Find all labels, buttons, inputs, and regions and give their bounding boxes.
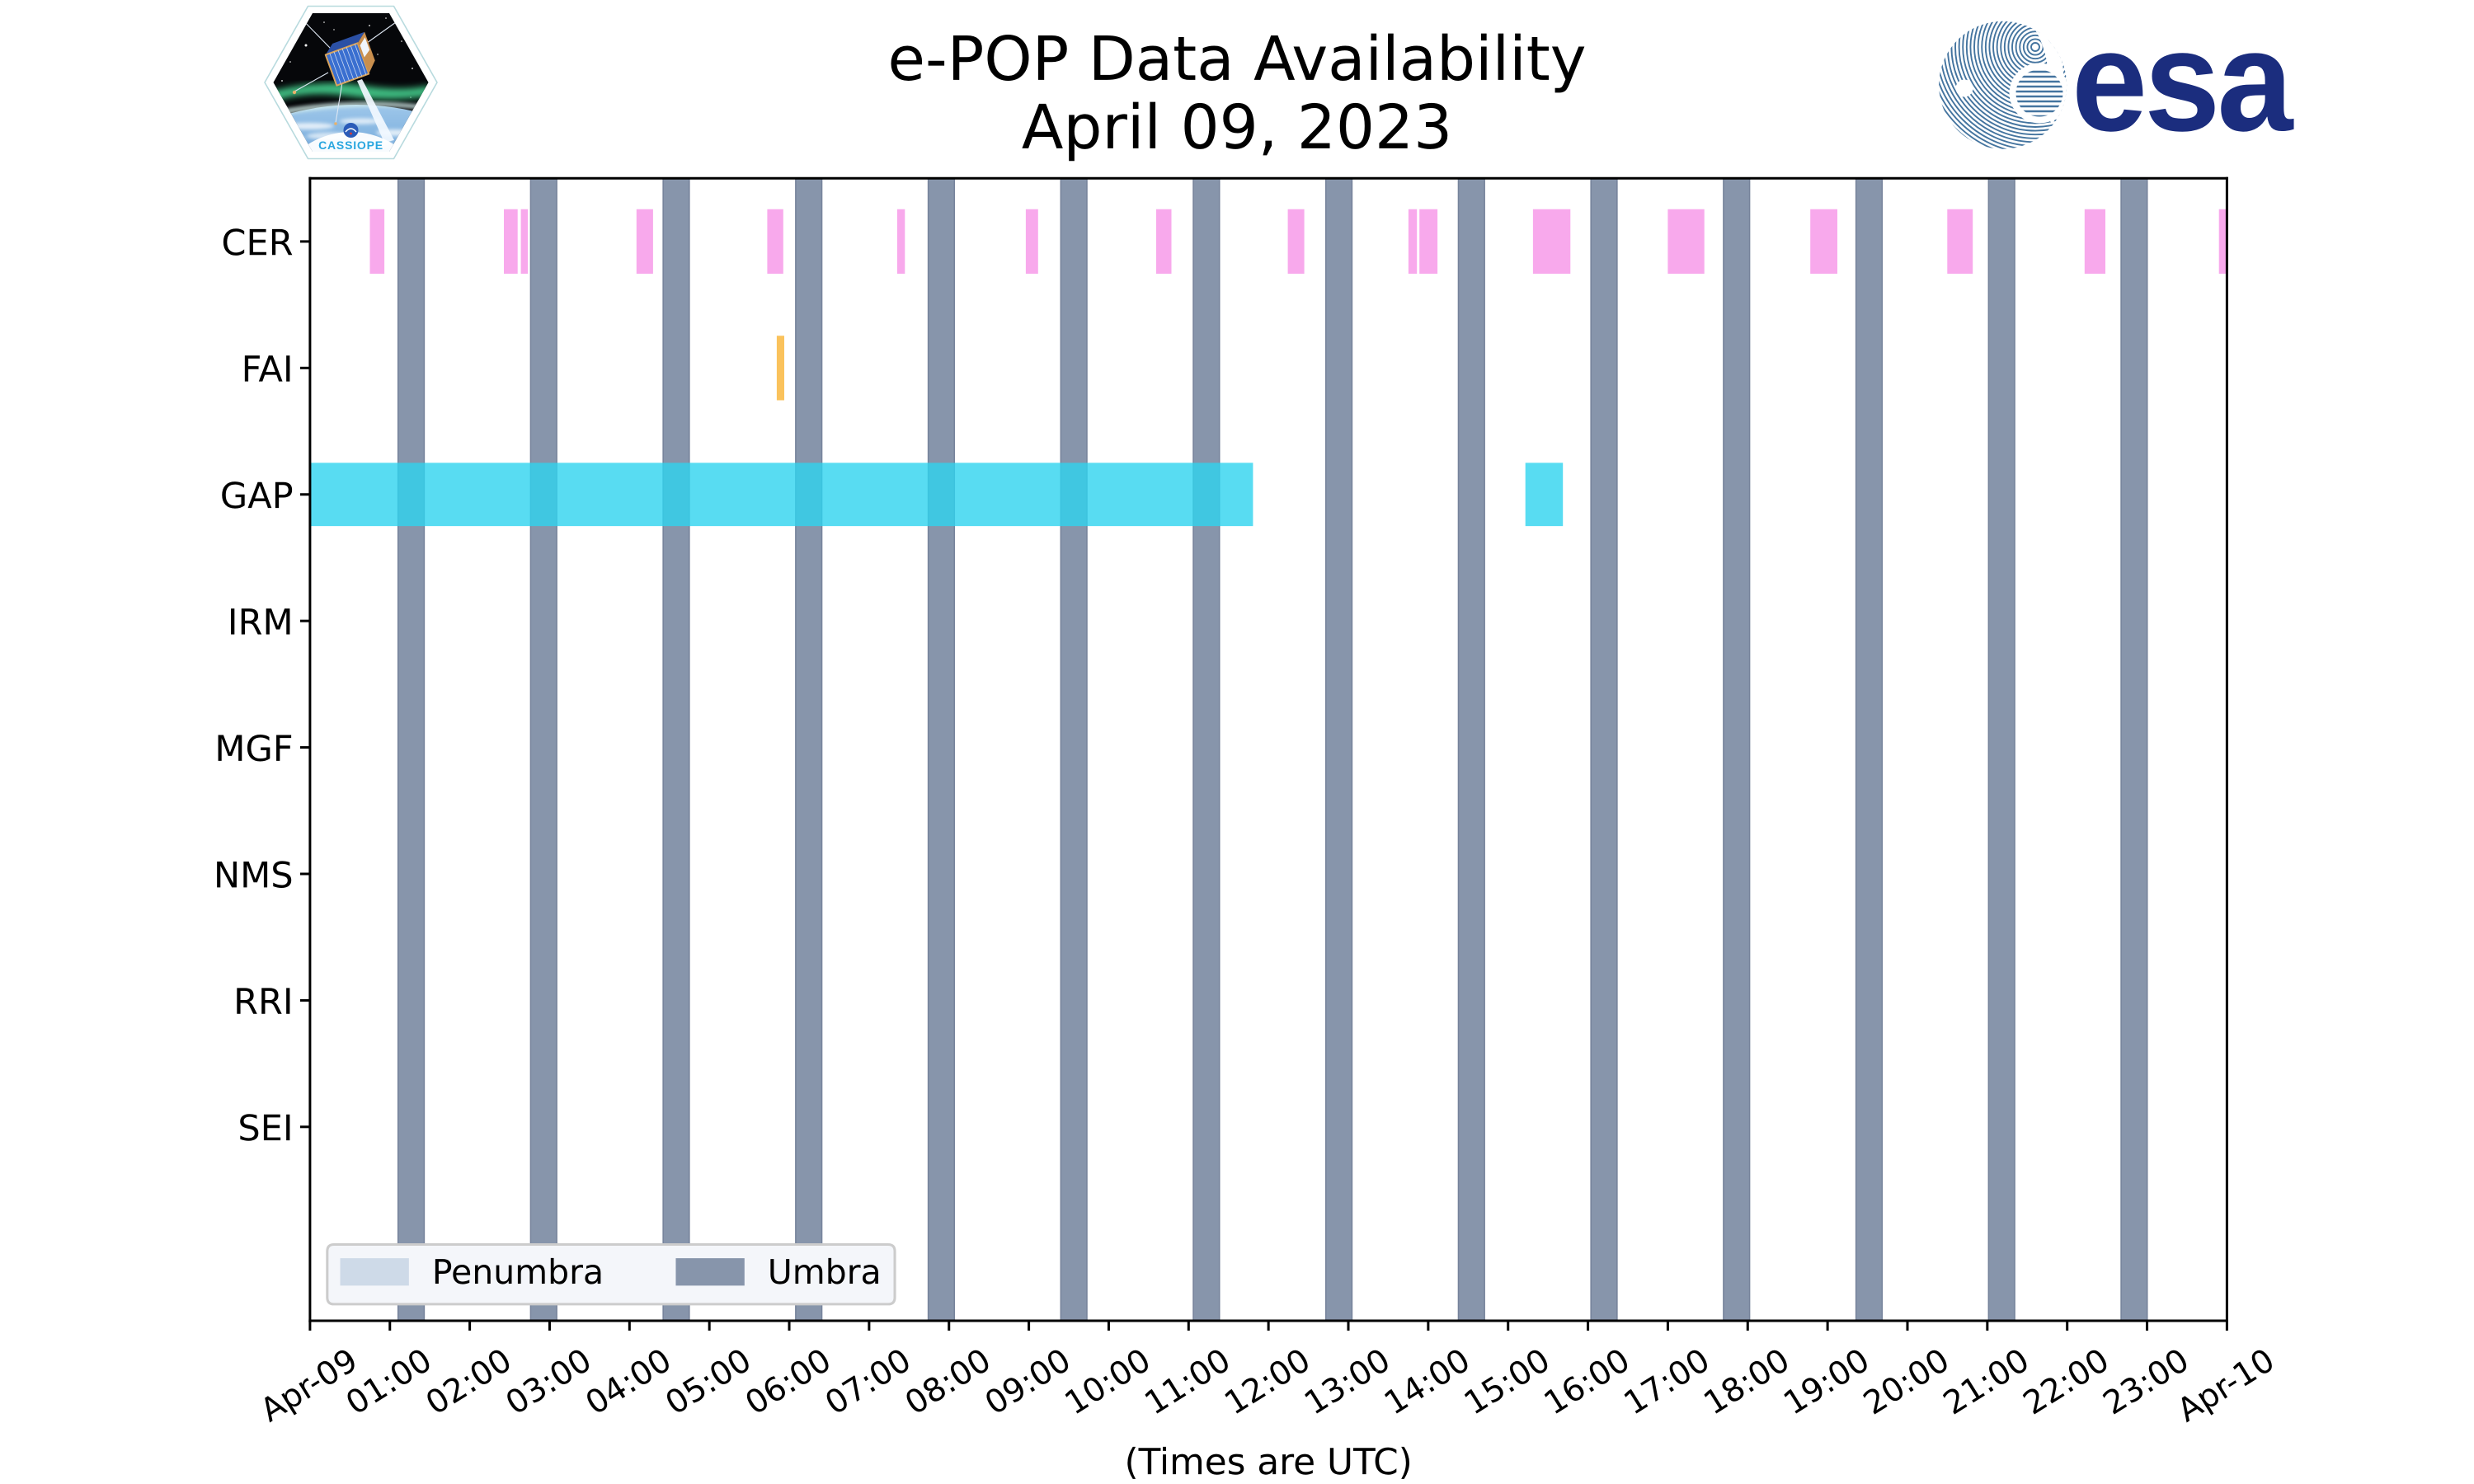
svg-text:CASSIOPE: CASSIOPE xyxy=(318,139,383,152)
svg-text:esa: esa xyxy=(2072,0,2294,161)
